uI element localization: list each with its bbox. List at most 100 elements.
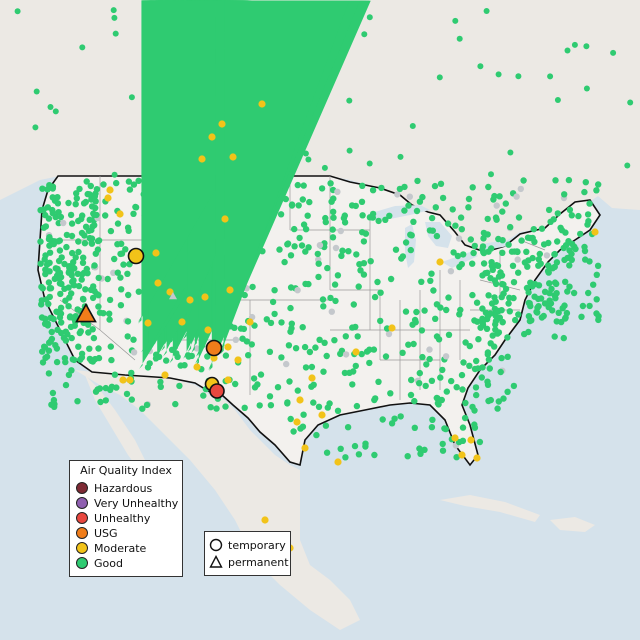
station-marker (106, 316, 113, 323)
station-marker (62, 381, 70, 389)
station-marker (575, 212, 582, 220)
station-marker (334, 272, 342, 279)
station-marker (86, 216, 93, 223)
usg-swatch-icon (76, 527, 88, 539)
station-marker (39, 285, 46, 292)
station-marker (362, 230, 370, 237)
station-marker (498, 293, 505, 301)
station-marker (362, 440, 369, 447)
station-marker (550, 216, 557, 223)
station-marker (552, 177, 559, 184)
station-marker (394, 191, 401, 198)
station-marker (245, 352, 252, 359)
station-marker (448, 377, 455, 385)
station-marker (352, 202, 359, 210)
station-marker (562, 278, 569, 285)
station-marker (467, 236, 474, 243)
station-marker (130, 336, 137, 343)
station-marker (554, 238, 561, 245)
station-marker (93, 186, 101, 193)
station-marker (491, 192, 498, 200)
station-marker (38, 301, 45, 308)
station-marker (301, 444, 309, 452)
station-marker (76, 185, 83, 193)
station-marker (439, 194, 447, 202)
station-marker (513, 248, 521, 255)
station-marker (128, 94, 135, 101)
station-marker (288, 201, 296, 208)
station-marker (108, 356, 115, 364)
station-marker (439, 447, 447, 454)
station-marker (466, 362, 473, 369)
station-marker (157, 378, 164, 386)
station-marker (221, 215, 229, 223)
station-marker (399, 349, 406, 356)
station-marker (87, 182, 95, 190)
station-marker (79, 295, 87, 303)
station-marker (79, 44, 86, 51)
station-marker (306, 348, 314, 356)
station-marker (84, 190, 91, 198)
station-marker (266, 393, 274, 400)
station-marker (624, 162, 631, 169)
station-marker (284, 400, 291, 407)
station-marker (310, 399, 317, 406)
station-marker (39, 348, 46, 355)
station-marker (499, 249, 506, 256)
station-marker (582, 179, 589, 186)
station-marker (473, 454, 481, 462)
station-marker (300, 411, 307, 418)
station-marker (154, 279, 162, 287)
station-marker (392, 246, 400, 253)
station-marker (493, 202, 500, 209)
station-marker (492, 280, 500, 288)
station-marker (515, 73, 522, 80)
station-marker (554, 210, 561, 217)
station-marker (65, 303, 72, 310)
station-marker (48, 328, 55, 336)
station-marker (426, 355, 433, 363)
station-marker (401, 207, 408, 214)
station-marker (455, 235, 463, 242)
station-marker (407, 391, 415, 399)
station-marker (484, 231, 491, 238)
station-marker (483, 8, 490, 14)
station-marker (527, 234, 534, 242)
station-marker (314, 250, 321, 258)
station-marker (113, 179, 120, 187)
station-marker (90, 334, 98, 342)
station-marker (330, 208, 337, 215)
station-marker (63, 231, 71, 239)
station-marker (176, 382, 183, 390)
station-marker (498, 307, 505, 314)
station-marker (293, 418, 301, 426)
station-marker (505, 300, 512, 307)
station-marker (473, 391, 480, 399)
station-marker (316, 242, 324, 249)
station-marker (566, 283, 573, 290)
station-marker (366, 14, 373, 21)
station-marker (41, 256, 48, 263)
station-marker (74, 270, 82, 277)
station-marker (267, 402, 275, 409)
station-marker (487, 396, 494, 404)
station-marker (75, 343, 82, 350)
station-marker (72, 201, 79, 208)
station-marker (318, 185, 326, 192)
station-marker (377, 317, 384, 325)
station-marker (458, 226, 465, 233)
station-marker (210, 354, 218, 362)
station-marker (442, 353, 450, 360)
station-marker (462, 399, 469, 407)
station-marker (545, 262, 552, 269)
station-marker (411, 397, 418, 405)
station-marker (117, 250, 124, 258)
station-marker (577, 230, 584, 238)
station-marker (407, 231, 414, 238)
station-marker (287, 328, 294, 335)
station-marker (302, 226, 310, 233)
station-marker (429, 416, 436, 423)
station-marker (271, 310, 278, 318)
station-marker (452, 222, 459, 229)
